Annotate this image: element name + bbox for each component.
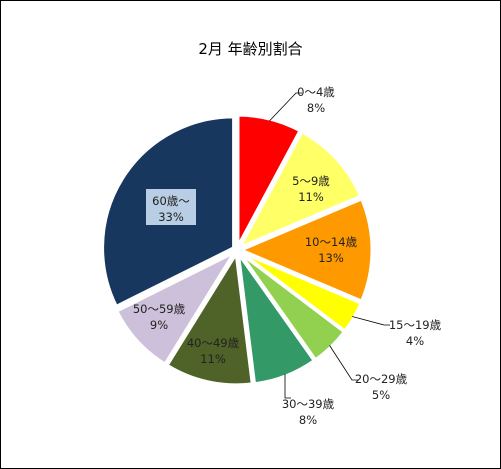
slice-category-label-4: 20～29歳 [355,372,408,386]
slice-percent-label-5: 8% [299,413,317,427]
leader-line-0 [269,92,302,122]
leader-line-5 [284,374,291,399]
slice-category-label-5: 30～39歳 [282,397,335,411]
slice-category-label-6: 40～49歳 [187,336,240,350]
slice-percent-label-3: 4% [406,334,424,348]
leader-lines [269,92,390,399]
slice-percent-label-8: 33% [158,210,184,224]
pie-slice-1 [236,129,363,251]
slice-percent-label-7: 9% [150,318,168,332]
slice-category-label-0: 0～4歳 [297,85,335,99]
chart-title: 2月 年齢別割合 [198,40,303,58]
slice-percent-label-2: 13% [318,251,344,265]
slice-category-label-3: 15～19歳 [389,318,442,332]
pie-slice-0 [236,113,302,247]
slice-category-label-2: 10～14歳 [305,235,358,249]
slice-labels: 0～4歳 8% 5～9歳 11% 10～14歳 13% 15～19歳 4% 20～29歳 5% 30… [133,85,442,427]
leader-line-4 [329,345,358,381]
pie-slice-5 [236,252,317,386]
slice-category-label-1: 5～9歳 [292,174,330,188]
slice-percent-label-0: 8% [307,101,325,115]
slice-category-label-7: 50～59歳 [133,302,186,316]
slice-label-box-8 [146,189,196,225]
slice-percent-label-1: 11% [298,190,324,204]
pie-slice-2 [237,196,374,304]
slice-percent-label-6: 11% [200,352,226,366]
leader-line-3 [352,316,390,326]
slice-percent-label-4: 5% [372,388,390,402]
slice-category-label-8: 60歳～ [152,194,190,208]
pie-slice-6 [165,249,254,387]
pie-slice-7 [114,249,239,367]
